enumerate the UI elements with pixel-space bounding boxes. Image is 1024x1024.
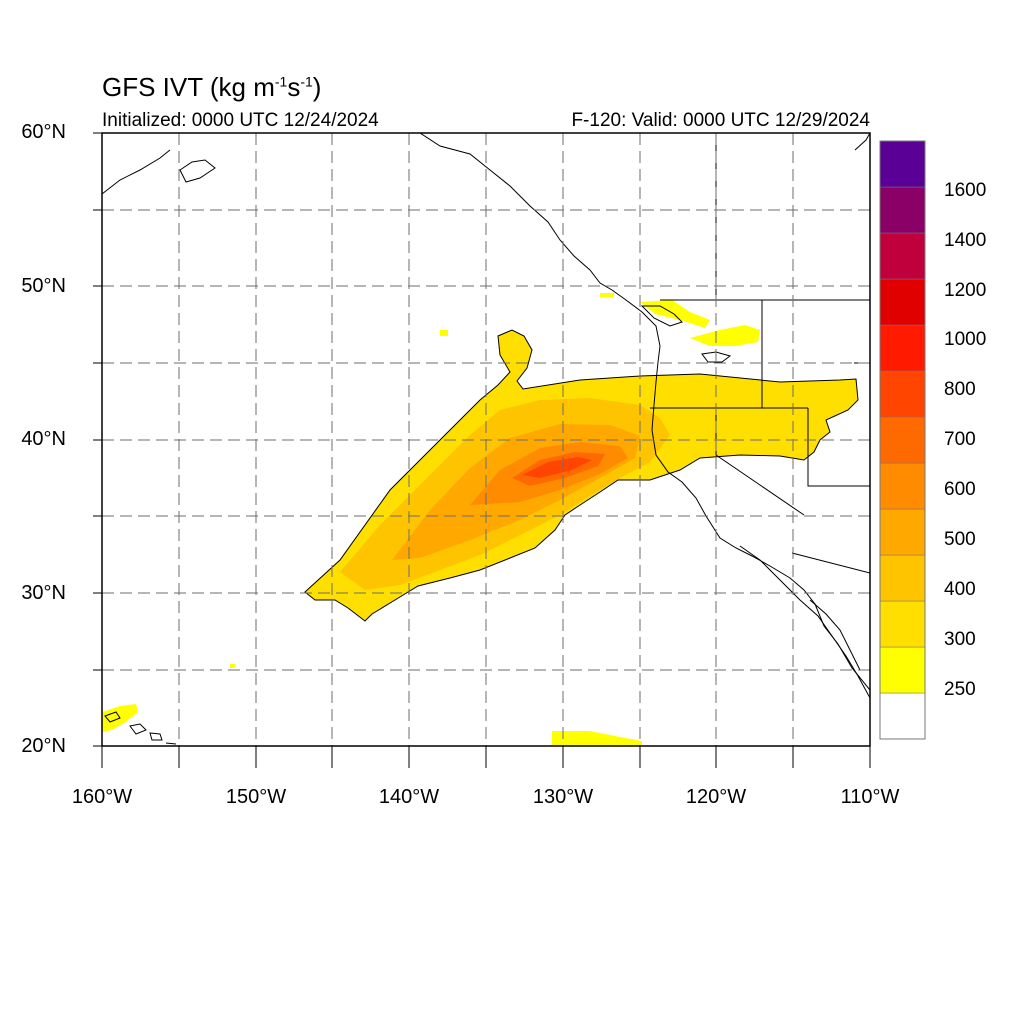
title-text: GFS IVT (kg m bbox=[102, 72, 275, 102]
initialized-time: Initialized: 0000 UTC 12/24/2024 bbox=[102, 110, 379, 131]
colorbar-label-300: 300 bbox=[944, 629, 976, 650]
colorbar-bin bbox=[879, 600, 926, 648]
title-unit-exponent-2: -1 bbox=[300, 73, 313, 90]
colorbar-bin bbox=[879, 692, 926, 740]
colorbar-bins bbox=[879, 140, 926, 740]
colorbar-bin bbox=[879, 278, 926, 326]
lon-label-150w: 150°W bbox=[225, 786, 287, 808]
title-unit-s: s bbox=[287, 72, 301, 102]
colorbar-bin bbox=[879, 554, 926, 602]
ivt-patch-offshore bbox=[440, 330, 448, 336]
ivt-patch-small bbox=[230, 664, 235, 668]
colorbar-label-1200: 1200 bbox=[944, 280, 987, 301]
lat-label-50n: 50°N bbox=[21, 275, 66, 297]
gridlines bbox=[102, 133, 870, 746]
lon-label-130w: 130°W bbox=[532, 786, 594, 808]
lat-label-60n: 60°N bbox=[21, 121, 66, 143]
colorbar bbox=[879, 140, 926, 740]
lat-label-20n: 20°N bbox=[21, 735, 66, 757]
title-close-paren: ) bbox=[312, 72, 322, 102]
lon-label-120w: 120°W bbox=[685, 786, 747, 808]
colorbar-label-800: 800 bbox=[944, 379, 976, 400]
valid-time: F-120: Valid: 0000 UTC 12/29/2024 bbox=[571, 110, 870, 131]
lon-label-110w: 110°W bbox=[840, 786, 900, 808]
colorbar-bin bbox=[879, 508, 926, 556]
political-boundaries bbox=[650, 133, 870, 574]
colorbar-frame bbox=[879, 140, 926, 740]
ivt-patch-south bbox=[552, 731, 642, 746]
ivt-patch-vancouver bbox=[640, 300, 710, 328]
colorbar-bin bbox=[879, 232, 926, 280]
colorbar-label-1600: 1600 bbox=[944, 180, 987, 201]
coastlines bbox=[102, 133, 870, 745]
colorbar-label-1400: 1400 bbox=[944, 230, 987, 251]
colorbar-label-700: 700 bbox=[944, 429, 976, 450]
colorbar-label-400: 400 bbox=[944, 579, 976, 600]
lat-label-40n: 40°N bbox=[21, 428, 66, 450]
colorbar-label-600: 600 bbox=[944, 479, 976, 500]
colorbar-label-250: 250 bbox=[944, 679, 976, 700]
colorbar-bin bbox=[879, 416, 926, 464]
lon-label-140w: 140°W bbox=[378, 786, 440, 808]
map-plot-area bbox=[102, 133, 870, 746]
title-unit-exponent-1: -1 bbox=[274, 73, 288, 90]
colorbar-bin bbox=[879, 462, 926, 510]
colorbar-bin bbox=[879, 646, 926, 694]
colorbar-bin bbox=[879, 324, 926, 372]
colorbar-bin bbox=[879, 140, 926, 188]
ivt-plume-core bbox=[522, 457, 592, 478]
colorbar-bin bbox=[879, 370, 926, 418]
map-title: GFS IVT (kg m-1s-1) bbox=[102, 72, 321, 103]
colorbar-bin bbox=[879, 186, 926, 234]
ivt-patch-bc bbox=[600, 293, 614, 297]
axis-ticks bbox=[93, 132, 871, 768]
lon-label-160w: 160°W bbox=[71, 786, 133, 808]
colorbar-label-1000: 1000 bbox=[944, 329, 987, 350]
colorbar-label-500: 500 bbox=[944, 529, 976, 550]
lat-label-30n: 30°N bbox=[21, 582, 66, 604]
ivt-patch-oregon bbox=[690, 325, 760, 346]
